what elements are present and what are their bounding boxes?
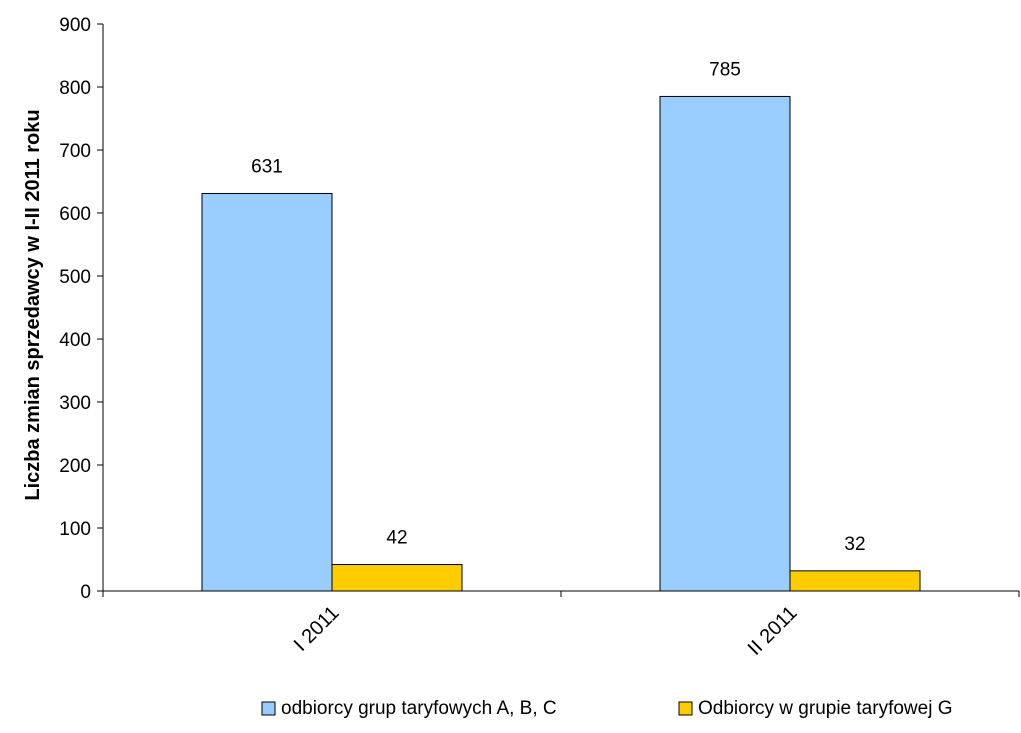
data-label: 32 — [844, 534, 865, 555]
legend-label: Odbiorcy w grupie taryfowej G — [698, 698, 953, 719]
y-tick-label: 400 — [59, 330, 91, 351]
y-tick-label: 0 — [80, 582, 91, 603]
y-tick-label: 600 — [59, 204, 91, 225]
y-tick-label: 700 — [59, 141, 91, 162]
data-labels: 631 42 785 32 — [251, 59, 865, 554]
y-tick-label: 500 — [59, 267, 91, 288]
y-tick-label: 200 — [59, 456, 91, 477]
y-tick-label: 100 — [59, 519, 91, 540]
x-tick-label: I 2011 — [290, 602, 344, 656]
x-tick-label: II 2011 — [744, 602, 802, 660]
y-tick-label: 300 — [59, 393, 91, 414]
y-axis-label: Liczba zmian sprzedawcy w I-II 2011 roku — [22, 109, 44, 500]
data-label: 785 — [709, 59, 741, 80]
bar — [201, 192, 333, 592]
y-tick-label: 800 — [59, 78, 91, 99]
y-tick-label: 900 — [59, 15, 91, 36]
legend-swatch — [261, 701, 276, 716]
bar — [659, 95, 791, 592]
bars — [201, 95, 921, 592]
data-label: 631 — [251, 156, 283, 177]
legend: odbiorcy grup taryfowych A, B, C Odbiorcy… — [261, 698, 953, 719]
legend-swatch — [678, 701, 693, 716]
y-axis-ticks: 0 100 200 300 400 500 600 700 800 900 — [59, 15, 103, 603]
bar — [789, 570, 921, 592]
bar — [331, 564, 463, 592]
legend-label: odbiorcy grup taryfowych A, B, C — [281, 698, 557, 719]
data-label: 42 — [386, 528, 407, 549]
x-axis-ticks: I 2011 II 2011 — [102, 591, 1020, 660]
